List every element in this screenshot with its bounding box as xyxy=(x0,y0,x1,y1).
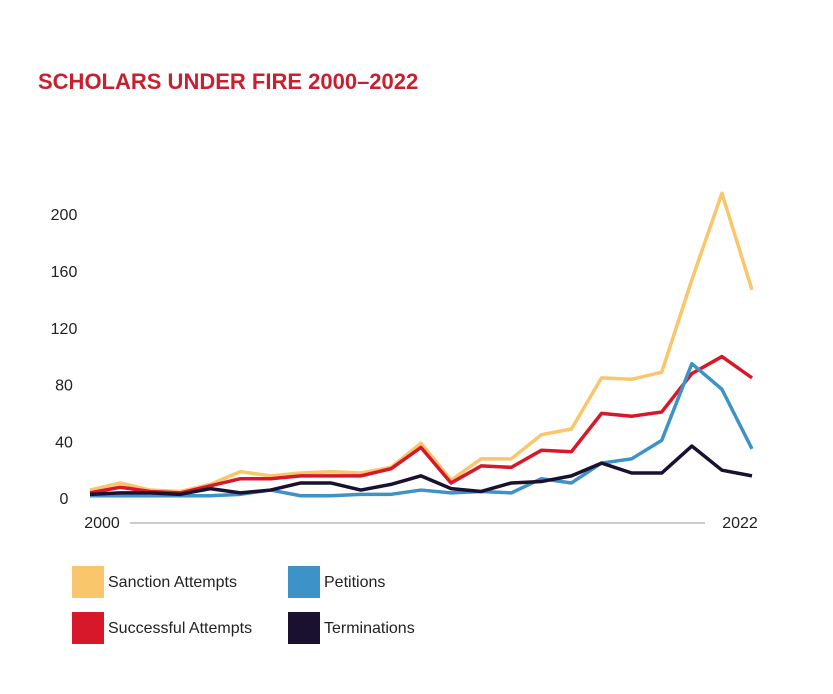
legend-swatch xyxy=(288,612,320,644)
y-tick-label: 120 xyxy=(51,321,78,338)
x-tick-label: 2000 xyxy=(84,515,120,532)
legend-label: Sanction Attempts xyxy=(108,574,237,591)
legend-label: Petitions xyxy=(324,574,385,591)
x-tick-label: 2022 xyxy=(722,515,758,532)
y-tick-label: 200 xyxy=(51,207,78,224)
series-line xyxy=(89,354,754,495)
legend-swatch xyxy=(288,566,320,598)
legend-swatch xyxy=(72,566,104,598)
y-tick-label: 0 xyxy=(60,491,69,508)
y-tick-label: 80 xyxy=(55,378,73,395)
series-line xyxy=(90,361,754,498)
legend-label: Successful Attempts xyxy=(108,620,252,637)
chart-title: SCHOLARS UNDER FIRE 2000–2022 xyxy=(38,69,418,94)
legend-swatch xyxy=(72,612,104,644)
y-tick-label: 160 xyxy=(51,264,78,281)
legend-label: Terminations xyxy=(324,620,415,637)
y-tick-label: 40 xyxy=(55,434,73,451)
series-line xyxy=(89,444,753,497)
